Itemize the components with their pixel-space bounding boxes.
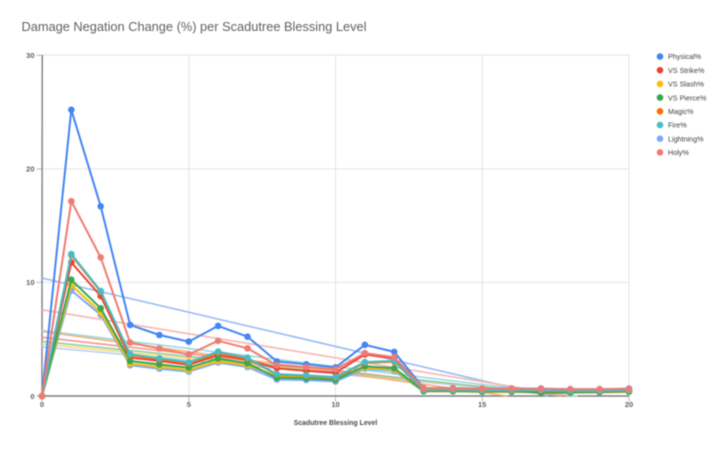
svg-text:Magic%: Magic% [668, 107, 694, 116]
svg-text:Lightning%: Lightning% [668, 134, 704, 143]
svg-text:15: 15 [478, 400, 486, 409]
svg-text:VS Pierce%: VS Pierce% [668, 93, 707, 102]
svg-text:5: 5 [187, 400, 191, 409]
svg-text:0: 0 [30, 392, 34, 401]
svg-text:VS Slash%: VS Slash% [668, 80, 705, 89]
svg-text:Fire%: Fire% [668, 121, 687, 130]
svg-text:VS Strike%: VS Strike% [668, 66, 705, 75]
svg-text:0: 0 [40, 400, 44, 409]
svg-text:10: 10 [331, 400, 339, 409]
svg-text:20: 20 [625, 400, 633, 409]
svg-text:Damage Negation Change (%) per: Damage Negation Change (%) per Scadutree… [22, 19, 367, 34]
svg-text:Physical%: Physical% [668, 52, 702, 61]
svg-text:10: 10 [26, 278, 34, 287]
svg-text:Holy%: Holy% [668, 148, 689, 157]
svg-text:30: 30 [26, 51, 34, 60]
svg-text:Scadutree Blessing Level: Scadutree Blessing Level [294, 420, 378, 427]
svg-text:20: 20 [26, 165, 34, 174]
